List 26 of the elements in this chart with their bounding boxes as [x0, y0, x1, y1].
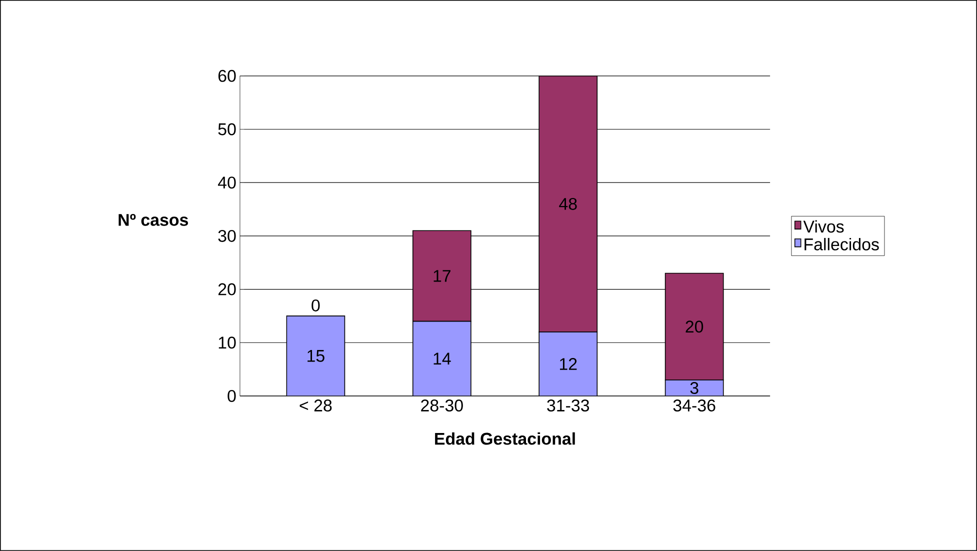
data-label: 3: [690, 382, 698, 394]
legend-label: Vivos: [803, 220, 844, 233]
data-label: 20: [686, 320, 704, 333]
bar: [538, 76, 598, 332]
x-tick-label: 31-33: [547, 400, 590, 412]
y-tick-label: 30: [218, 230, 236, 242]
y-tick-label: 0: [228, 390, 236, 402]
y-tick-label: 50: [218, 123, 236, 136]
legend-label: Fallecidos: [804, 238, 879, 250]
x-tick-label: 28-30: [421, 400, 463, 412]
y-tick-label: 40: [218, 176, 236, 189]
bar: [412, 230, 472, 322]
x-tick-label: 34-36: [673, 400, 716, 412]
y-tick-label: 20: [218, 283, 236, 296]
bar: [664, 272, 724, 380]
y-axis-title: Nº casos: [118, 214, 188, 226]
data-label: 0: [312, 299, 320, 312]
data-label: 12: [560, 358, 577, 370]
x-axis-title: Edad Gestacional: [435, 432, 575, 445]
x-tick-label: < 28: [300, 400, 332, 412]
data-label: 15: [308, 350, 324, 362]
y-tick-label: 10: [218, 336, 236, 349]
data-label: 14: [434, 352, 451, 365]
y-tick-label: 60: [218, 70, 236, 82]
data-label: 48: [559, 198, 577, 210]
data-label: 17: [434, 270, 450, 282]
